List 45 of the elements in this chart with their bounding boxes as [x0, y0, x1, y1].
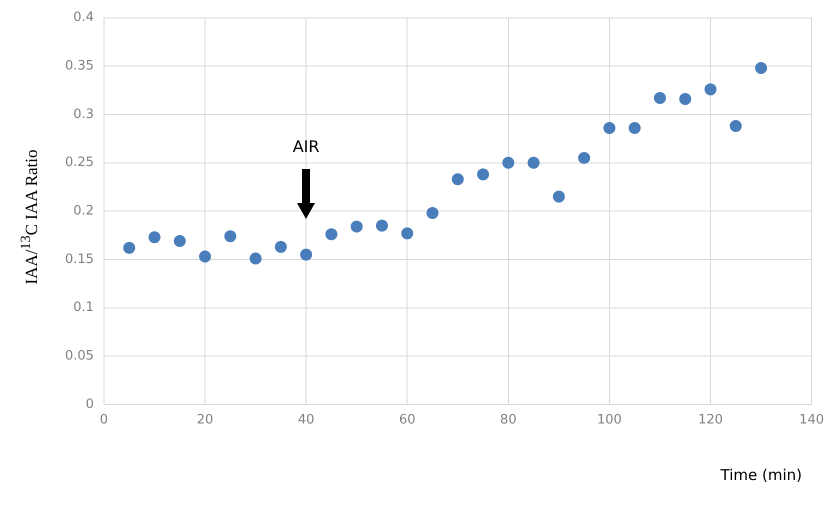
- point: [552, 190, 565, 203]
- point: [704, 83, 716, 96]
- point: [274, 240, 287, 253]
- x-tick-label: 60: [398, 412, 416, 428]
- point: [528, 156, 540, 169]
- x-tick-label: 0: [100, 412, 108, 428]
- point: [148, 231, 160, 244]
- point: [730, 120, 742, 132]
- y-tick-label: 0.4: [73, 10, 94, 26]
- y-tick-label: 0.35: [64, 58, 94, 74]
- x-tick-label: 100: [596, 412, 622, 428]
- x-tick-label: 140: [799, 412, 824, 428]
- point: [679, 92, 692, 105]
- x-tick-label: 40: [298, 412, 314, 428]
- y-tick-label: 0.15: [64, 252, 94, 267]
- point: [376, 220, 388, 232]
- point: [174, 235, 186, 248]
- point: [603, 122, 616, 134]
- point: [123, 242, 136, 254]
- point: [224, 230, 236, 242]
- point: [452, 173, 464, 186]
- y-tick-label: 0.3: [73, 106, 94, 122]
- point: [654, 92, 666, 104]
- x-tick-label: 80: [500, 412, 517, 428]
- point: [350, 220, 363, 233]
- point: [401, 227, 414, 240]
- point: [502, 156, 514, 169]
- x-axis-title: Time (min): [720, 466, 802, 484]
- y-tick-label: 0.2: [73, 203, 94, 218]
- point: [755, 62, 768, 74]
- point: [325, 228, 338, 240]
- y-tick-label: 0.1: [73, 300, 94, 316]
- point: [199, 250, 212, 263]
- point: [477, 168, 490, 180]
- point: [578, 152, 590, 164]
- y-tick-label: 0.25: [64, 155, 94, 170]
- point: [628, 122, 641, 134]
- y-tick-label: 0: [86, 396, 94, 412]
- y-tick-label: 0.05: [64, 348, 94, 364]
- x-tick-label: 120: [698, 412, 723, 428]
- x-tick-label: 20: [196, 412, 214, 428]
- point: [300, 248, 312, 261]
- point: [250, 252, 262, 264]
- point: [426, 207, 438, 220]
- annotation: AIR: [292, 136, 320, 156]
